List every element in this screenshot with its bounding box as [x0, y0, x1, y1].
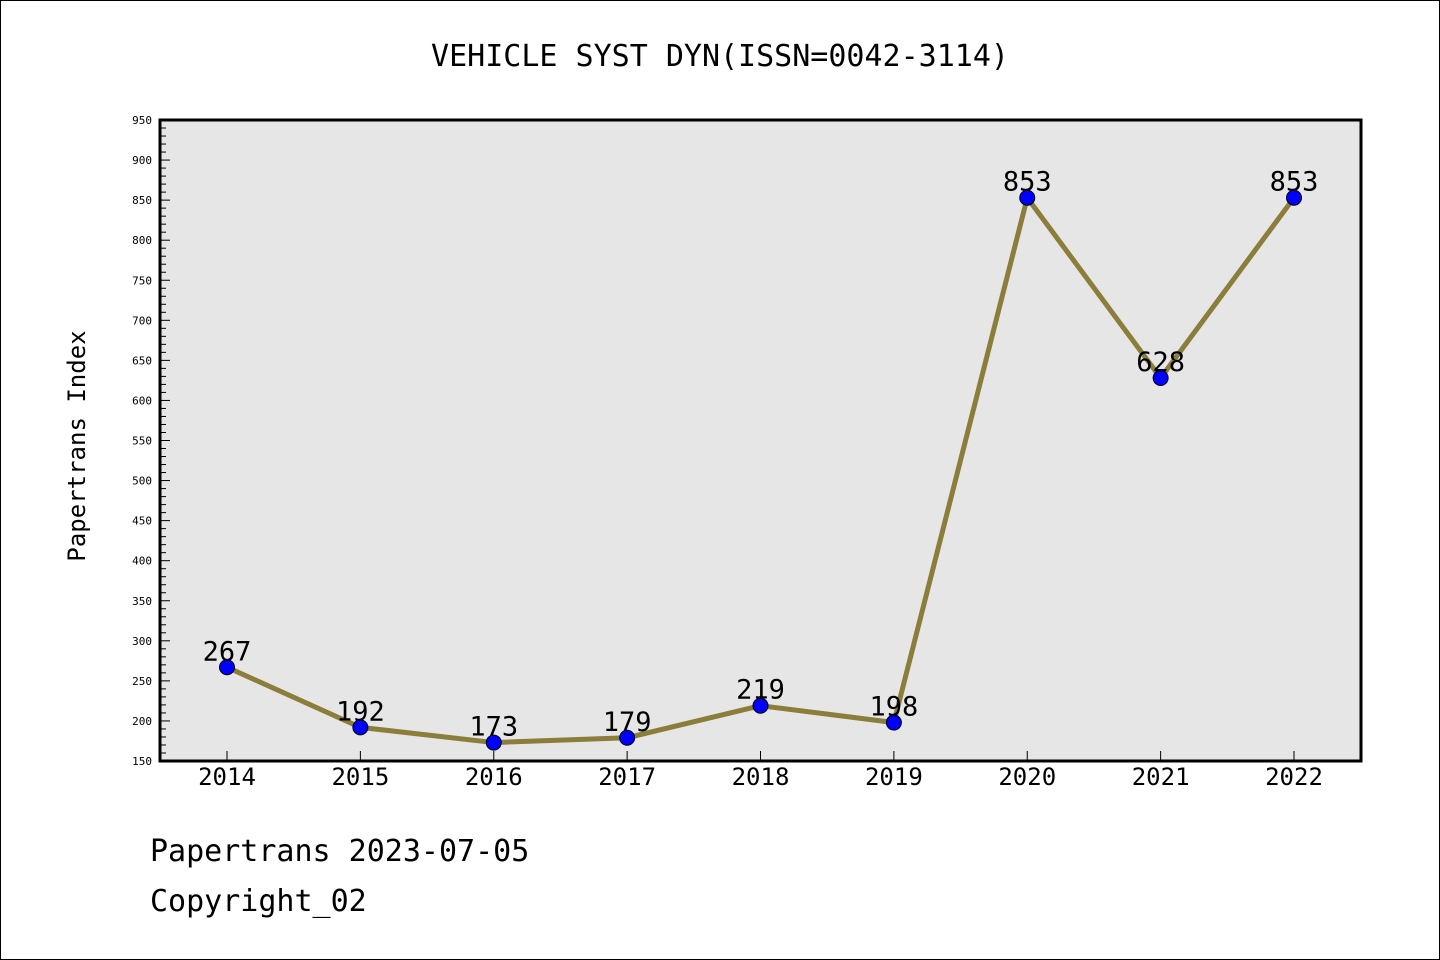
data-label: 853: [1003, 167, 1052, 198]
footer-source: Papertrans 2023-07-05: [150, 834, 530, 869]
x-tick-label: 2021: [1132, 763, 1190, 791]
data-labels: 267 192 173 179 219 198 853 628 853: [203, 167, 1319, 743]
data-point: [752, 697, 769, 714]
data-label: 853: [1270, 167, 1319, 198]
data-label: 173: [469, 712, 518, 743]
data-label: 198: [869, 692, 918, 723]
y-tick-label: 550: [132, 435, 152, 448]
y-tick-label: 850: [132, 194, 152, 207]
y-tick-label: 650: [132, 354, 152, 367]
x-axis: 2014 2015 2016 2017 2018 2019 2020 2021 2022: [198, 751, 1323, 791]
y-tick-label: 350: [132, 595, 152, 608]
y-tick-label: 800: [132, 234, 152, 247]
y-tick-label: 250: [132, 675, 152, 688]
y-tick-label: 600: [132, 394, 152, 407]
data-point: [485, 734, 502, 751]
x-tick-label: 2017: [598, 763, 656, 791]
data-label: 219: [736, 675, 785, 706]
data-point: [885, 714, 902, 731]
data-point: [219, 659, 235, 676]
x-tick-label: 2014: [198, 763, 256, 791]
y-tick-label: 150: [132, 755, 152, 768]
y-tick-label: 400: [132, 555, 152, 568]
data-label: 628: [1136, 347, 1185, 378]
y-tick-label: 200: [132, 715, 152, 728]
x-tick-label: 2019: [865, 763, 923, 791]
y-axis: 150 200 250 300 350 400 450 500 550 600 650 700 750 8…: [132, 114, 170, 768]
y-axis-label: Papertrans Index: [63, 330, 91, 561]
y-tick-label: 300: [132, 635, 152, 648]
data-point: [1286, 189, 1302, 206]
data-point: [619, 729, 636, 746]
data-label: 267: [203, 636, 252, 667]
plot-area: [158, 118, 1363, 763]
y-tick-label: 750: [132, 274, 152, 287]
y-tick-label: 900: [132, 154, 152, 167]
x-tick-label: 2016: [465, 763, 523, 791]
data-label: 179: [603, 707, 652, 738]
x-tick-label: 2020: [998, 763, 1056, 791]
x-tick-label: 2015: [331, 763, 389, 791]
data-point: [352, 719, 369, 736]
y-tick-label: 500: [132, 475, 152, 488]
y-tick-label: 950: [132, 114, 152, 127]
x-tick-label: 2022: [1265, 763, 1323, 791]
data-point: [1019, 189, 1036, 206]
y-tick-label: 450: [132, 515, 152, 528]
chart-title: VEHICLE SYST DYN(ISSN=0042-3114): [431, 39, 1009, 74]
data-markers: [219, 189, 1302, 751]
data-label: 192: [336, 696, 385, 727]
y-tick-label: 700: [132, 314, 152, 327]
x-tick-label: 2018: [732, 763, 790, 791]
data-point: [1152, 370, 1169, 387]
footer-copyright: Copyright_02: [150, 884, 367, 919]
